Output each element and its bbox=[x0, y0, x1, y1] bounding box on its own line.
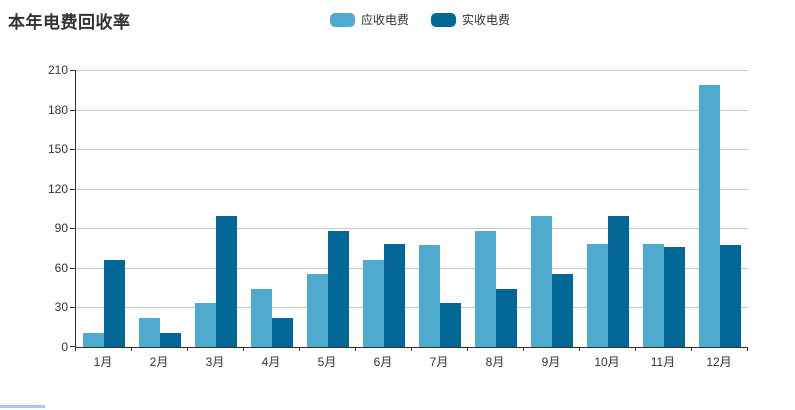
bar-series-0[interactable] bbox=[587, 244, 608, 347]
x-axis-label: 12月 bbox=[706, 355, 732, 369]
x-axis-label: 4月 bbox=[261, 355, 281, 369]
bar-group bbox=[692, 70, 748, 347]
bar-series-1[interactable] bbox=[160, 332, 181, 347]
bar-group bbox=[76, 70, 132, 347]
bar-series-1[interactable] bbox=[608, 216, 629, 347]
x-axis-tick bbox=[130, 347, 132, 351]
y-axis-tick bbox=[70, 109, 76, 111]
bar-series-1[interactable] bbox=[104, 259, 125, 347]
bar-series-1[interactable] bbox=[328, 230, 349, 347]
bars-layer bbox=[76, 70, 748, 347]
legend-label: 应收电费 bbox=[361, 13, 410, 27]
y-axis-label: 150 bbox=[47, 142, 68, 157]
gridline bbox=[76, 267, 748, 269]
y-axis-tick bbox=[70, 267, 76, 269]
bar-series-0[interactable] bbox=[195, 303, 216, 347]
x-axis-tick bbox=[186, 347, 188, 351]
bar-group bbox=[636, 70, 692, 347]
y-axis-tick bbox=[70, 346, 76, 347]
bar-series-0[interactable] bbox=[475, 230, 496, 347]
legend-swatch-icon bbox=[431, 13, 457, 27]
bar-series-0[interactable] bbox=[643, 244, 664, 347]
gridline bbox=[76, 307, 748, 309]
x-axis-tick bbox=[522, 347, 524, 351]
x-axis: 1月 2月 3月 4月 5月 6月 7月 8月 9月 10月 11月 12月 bbox=[75, 353, 747, 370]
y-axis-label: 60 bbox=[54, 260, 68, 275]
gridline bbox=[76, 109, 748, 111]
x-axis-tick bbox=[355, 347, 356, 351]
gridline bbox=[76, 70, 748, 71]
bar-series-1[interactable] bbox=[720, 245, 741, 347]
x-axis-tick bbox=[635, 347, 636, 351]
bar-group bbox=[300, 70, 356, 347]
bar-series-1[interactable] bbox=[496, 288, 517, 347]
y-axis-tick bbox=[70, 188, 76, 190]
x-axis-tick bbox=[411, 347, 412, 351]
y-axis-tick bbox=[70, 149, 76, 151]
x-axis-tick bbox=[243, 347, 244, 351]
x-axis-tick bbox=[579, 347, 580, 351]
y-axis-tick bbox=[70, 307, 76, 309]
legend-item-1[interactable]: 实收电费 bbox=[431, 13, 510, 27]
bar-group bbox=[356, 70, 412, 347]
x-axis-label: 1月 bbox=[93, 355, 113, 369]
x-axis-label: 9月 bbox=[541, 355, 561, 369]
x-axis-label: 2月 bbox=[149, 355, 169, 369]
y-axis: 0 30 60 90 120 150 180 210 bbox=[0, 63, 68, 354]
cutoff-element-bottom-left bbox=[0, 405, 45, 408]
legend: 应收电费 实收电费 bbox=[330, 13, 532, 27]
chart-title: 本年电费回收率 bbox=[8, 13, 131, 32]
legend-swatch-icon bbox=[330, 13, 355, 27]
y-axis-tick bbox=[70, 228, 76, 230]
gridline bbox=[76, 149, 748, 151]
bar-series-1[interactable] bbox=[440, 303, 461, 347]
x-axis-tick bbox=[467, 347, 468, 351]
bar-group bbox=[524, 70, 580, 347]
bar-group bbox=[412, 70, 468, 347]
bar-series-0[interactable] bbox=[83, 332, 104, 347]
bar-series-1[interactable] bbox=[272, 317, 293, 347]
x-axis-label: 8月 bbox=[485, 355, 505, 369]
bar-series-1[interactable] bbox=[216, 216, 237, 347]
gridline bbox=[76, 228, 748, 230]
x-axis-label: 6月 bbox=[373, 355, 393, 369]
x-axis-tick bbox=[75, 347, 76, 351]
y-axis-label: 180 bbox=[47, 102, 68, 117]
gridline bbox=[76, 188, 748, 190]
bar-series-0[interactable] bbox=[699, 84, 720, 347]
bar-series-0[interactable] bbox=[139, 317, 160, 347]
x-axis-label: 7月 bbox=[429, 355, 449, 369]
y-axis-label: 210 bbox=[47, 63, 68, 77]
legend-label: 实收电费 bbox=[462, 13, 511, 27]
x-axis-label: 5月 bbox=[317, 355, 337, 369]
x-axis-tick bbox=[298, 347, 300, 351]
x-axis-label: 10月 bbox=[594, 355, 620, 369]
bar-group bbox=[244, 70, 300, 347]
bar-series-0[interactable] bbox=[307, 274, 328, 347]
plot-area bbox=[70, 70, 748, 351]
bar-series-1[interactable] bbox=[552, 274, 573, 347]
legend-item-0[interactable]: 应收电费 bbox=[330, 13, 409, 27]
x-axis-tick bbox=[747, 347, 748, 351]
y-axis-label: 90 bbox=[54, 221, 68, 236]
x-axis-label: 11月 bbox=[650, 355, 676, 369]
y-axis-tick bbox=[70, 70, 76, 71]
y-axis-label: 30 bbox=[54, 300, 68, 315]
bar-series-1[interactable] bbox=[664, 246, 685, 347]
x-axis-label: 3月 bbox=[205, 355, 225, 369]
bar-group bbox=[580, 70, 636, 347]
bar-group bbox=[468, 70, 524, 347]
bar-series-0[interactable] bbox=[419, 245, 440, 347]
x-axis-tick bbox=[691, 347, 692, 351]
y-axis-label: 120 bbox=[47, 181, 68, 196]
bar-group bbox=[132, 70, 188, 347]
bar-group bbox=[188, 70, 244, 347]
bar-series-0[interactable] bbox=[251, 288, 272, 347]
bar-series-0[interactable] bbox=[531, 216, 552, 347]
bar-series-1[interactable] bbox=[384, 244, 405, 347]
y-axis-label: 0 bbox=[61, 340, 68, 354]
bar-series-0[interactable] bbox=[363, 259, 384, 347]
